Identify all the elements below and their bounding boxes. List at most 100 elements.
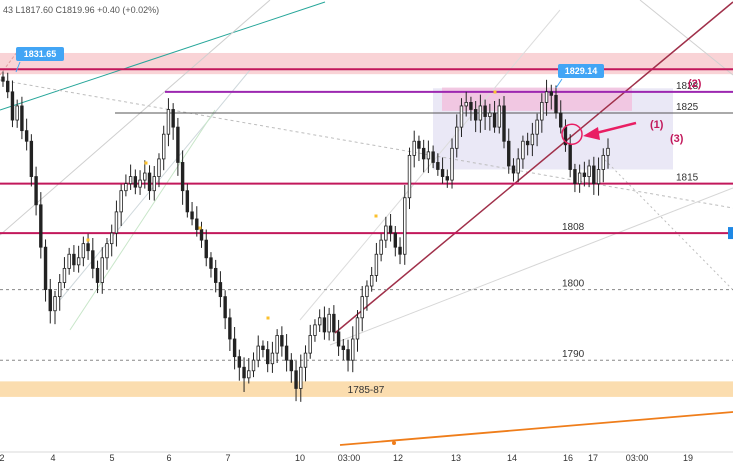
candle xyxy=(157,153,161,188)
x-tick-label: 13 xyxy=(451,453,461,463)
candle-body xyxy=(426,151,431,160)
trendline-green xyxy=(69,109,216,331)
candle xyxy=(242,357,246,392)
candle xyxy=(218,271,223,308)
x-tick-label: 17 xyxy=(588,453,598,463)
candle xyxy=(360,286,364,332)
high-callout-1829: 1829.14 xyxy=(555,64,604,89)
candle-body xyxy=(195,218,199,230)
candle-body xyxy=(327,313,331,333)
candle xyxy=(119,184,123,226)
candle-body xyxy=(48,289,52,312)
candle-body xyxy=(421,147,426,160)
candle-body xyxy=(110,232,114,245)
candle-body xyxy=(251,359,256,372)
candle-body xyxy=(351,338,355,361)
candle xyxy=(464,91,468,117)
candle-body xyxy=(232,338,237,358)
x-tick-label: 10 xyxy=(295,453,305,463)
candle xyxy=(521,135,525,169)
candle-body xyxy=(587,165,591,177)
candle xyxy=(58,274,62,311)
candle xyxy=(185,183,190,218)
candle xyxy=(147,165,152,200)
candle-body xyxy=(469,102,473,110)
candle xyxy=(592,156,596,195)
level-1815-label: 1815 xyxy=(676,173,699,184)
candle-body xyxy=(6,80,10,93)
candle-body xyxy=(464,102,468,107)
annotation-3: (3) xyxy=(670,133,684,145)
candle-body xyxy=(289,359,294,372)
candle xyxy=(549,84,553,110)
candle-body xyxy=(10,91,15,121)
candle-body xyxy=(218,282,223,298)
candle xyxy=(530,122,535,157)
candle xyxy=(587,159,591,188)
candle xyxy=(365,280,369,311)
signal-marker xyxy=(493,90,497,94)
candle-body xyxy=(185,190,190,213)
candle xyxy=(162,125,166,171)
candle xyxy=(261,340,265,358)
high-callout-1831-label: 1831.65 xyxy=(24,49,57,59)
high-callout-1829-label: 1829.14 xyxy=(565,66,598,76)
candle-body xyxy=(143,172,147,181)
candle-body xyxy=(459,105,464,128)
candle xyxy=(91,238,95,279)
candle xyxy=(223,290,227,330)
candle-body xyxy=(308,335,312,354)
x-tick-label: 03:00 xyxy=(626,453,649,463)
candle xyxy=(280,326,284,357)
candle-body xyxy=(284,345,289,361)
candle xyxy=(332,305,336,342)
candle xyxy=(403,185,407,265)
candle xyxy=(573,163,577,193)
candle xyxy=(577,164,582,193)
candle-body xyxy=(95,267,100,283)
candle-body xyxy=(228,317,232,340)
candle-body xyxy=(365,285,369,298)
x-tick-label: 12 xyxy=(393,453,403,463)
high-callout-1831: 1831.65 xyxy=(15,47,64,73)
candle xyxy=(152,165,156,201)
candle-body xyxy=(39,204,43,248)
levels-layer xyxy=(0,68,733,361)
trendline-gray-3 xyxy=(329,187,733,346)
signal-marker xyxy=(198,226,202,230)
candle-body xyxy=(199,229,204,241)
candle xyxy=(105,238,109,270)
x-axis: 2 4 5 6 7 10 03:00 12 13 14 16 17 03:00 19 xyxy=(0,451,733,463)
trendlines-layer xyxy=(0,0,733,446)
candle-body xyxy=(573,169,577,185)
high-callout-1831-pointer xyxy=(15,61,21,73)
candle-body xyxy=(511,165,516,174)
candle-body xyxy=(341,345,346,350)
candle xyxy=(15,99,19,128)
candle-body xyxy=(76,257,81,266)
candle-body xyxy=(317,317,322,326)
candle xyxy=(195,206,199,237)
trendline-teal xyxy=(0,1,326,111)
candle xyxy=(1,71,5,87)
candle-body xyxy=(417,140,421,149)
candle xyxy=(29,134,34,187)
candle-body xyxy=(582,172,587,177)
candle-body xyxy=(525,140,530,146)
candle-body xyxy=(540,102,544,121)
candle xyxy=(204,229,208,267)
candle-body xyxy=(303,352,308,368)
candle xyxy=(355,310,360,352)
candle-body xyxy=(138,179,142,188)
candle xyxy=(86,233,90,260)
candle xyxy=(497,98,501,134)
candle-body xyxy=(412,140,416,156)
candle-body xyxy=(114,211,119,234)
candle xyxy=(317,309,322,332)
candle xyxy=(502,96,506,149)
candle-body xyxy=(440,169,445,177)
candle xyxy=(110,224,114,257)
candle xyxy=(294,360,298,402)
